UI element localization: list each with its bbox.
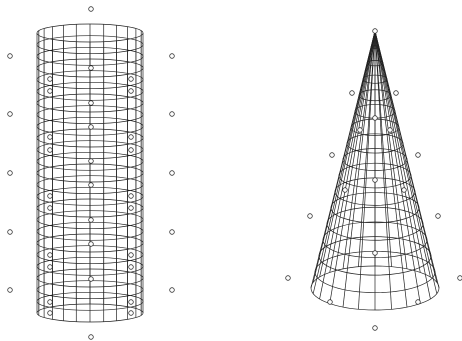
control-point <box>170 230 175 235</box>
control-point <box>48 148 53 153</box>
control-point <box>129 148 134 153</box>
cone-meridian <box>330 31 375 304</box>
control-point <box>89 101 94 106</box>
cone-wireframe <box>311 31 439 310</box>
control-point <box>436 214 441 219</box>
control-point <box>129 194 134 199</box>
cone-meridian <box>375 31 437 282</box>
control-point <box>8 54 13 59</box>
control-point <box>89 159 94 164</box>
control-point <box>170 54 175 59</box>
control-point <box>48 135 53 140</box>
cone-meridian <box>375 31 407 269</box>
control-point <box>373 178 378 183</box>
control-point <box>402 188 407 193</box>
control-point <box>330 153 335 158</box>
control-point <box>8 171 13 176</box>
control-point <box>48 311 53 316</box>
control-point <box>170 112 175 117</box>
control-point <box>458 276 462 281</box>
control-point <box>48 253 53 258</box>
control-point <box>416 153 421 158</box>
control-point <box>89 125 94 130</box>
control-point <box>343 188 348 193</box>
control-point <box>48 300 53 305</box>
control-point <box>350 91 355 96</box>
page: (() => { const data = JSON.parse(documen… <box>0 0 462 341</box>
control-point <box>129 300 134 305</box>
control-point <box>89 242 94 247</box>
cone-meridian <box>343 31 375 269</box>
control-point <box>129 253 134 258</box>
control-point <box>89 218 94 223</box>
control-point <box>48 194 53 199</box>
control-point <box>373 326 378 331</box>
control-point <box>373 116 378 121</box>
cone-meridian <box>375 31 407 307</box>
control-point <box>8 112 13 117</box>
control-point <box>170 288 175 293</box>
control-point <box>48 77 53 82</box>
control-point <box>286 276 291 281</box>
control-point <box>89 335 94 340</box>
control-point <box>89 66 94 71</box>
control-point <box>129 135 134 140</box>
control-point <box>89 183 94 188</box>
control-point <box>129 265 134 270</box>
control-point <box>373 251 378 256</box>
cone-meridian <box>313 31 375 282</box>
control-point <box>48 89 53 94</box>
control-point <box>8 230 13 235</box>
control-point <box>129 311 134 316</box>
control-point <box>358 128 363 133</box>
control-point <box>89 7 94 12</box>
control-point <box>388 128 393 133</box>
control-point <box>48 206 53 211</box>
control-point <box>394 91 399 96</box>
cone-meridian <box>343 31 375 307</box>
control-point <box>48 265 53 270</box>
control-point <box>308 214 313 219</box>
control-point <box>129 77 134 82</box>
cone-meridian <box>330 31 375 272</box>
cone-meridian <box>375 31 420 304</box>
control-point <box>8 288 13 293</box>
control-point <box>129 206 134 211</box>
control-point <box>89 277 94 282</box>
scene <box>0 0 462 341</box>
control-point <box>170 171 175 176</box>
control-point <box>416 300 421 305</box>
control-point <box>373 29 378 34</box>
control-point <box>129 89 134 94</box>
cone-meridian <box>375 31 420 272</box>
control-point <box>328 300 333 305</box>
